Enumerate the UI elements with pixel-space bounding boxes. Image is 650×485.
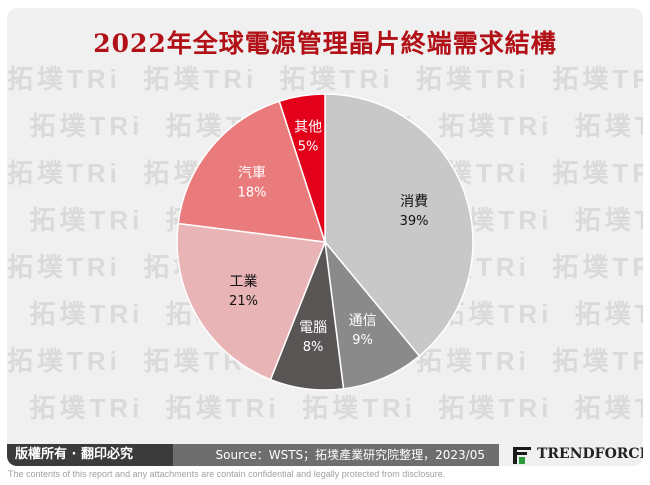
slice-value-2: 8% bbox=[303, 340, 324, 355]
slice-label-2: 電腦 bbox=[299, 320, 327, 336]
slice-value-4: 18% bbox=[238, 186, 267, 201]
logo-wordmark: TRENDFORCE bbox=[537, 446, 643, 462]
source-note: Source：WSTS；拓墣產業研究院整理，2023/05 bbox=[173, 444, 499, 466]
footer-bar: 版權所有 · 翻印必究 Source：WSTS；拓墣產業研究院整理，2023/0… bbox=[7, 444, 643, 466]
pie-slice-5 bbox=[278, 93, 326, 243]
slice-label-4: 汽車 bbox=[238, 165, 266, 182]
trendforce-logo-icon bbox=[513, 447, 531, 464]
slice-label-3: 工業 bbox=[230, 274, 258, 290]
slice-value-1: 9% bbox=[352, 333, 373, 348]
slice-label-0: 消費 bbox=[400, 194, 428, 210]
pie-slice-0 bbox=[324, 93, 474, 358]
slice-label-1: 通信 bbox=[349, 313, 377, 329]
disclaimer-text: The contents of this report and any atta… bbox=[8, 469, 446, 479]
pie-slice-1 bbox=[323, 239, 421, 390]
slice-value-0: 39% bbox=[400, 214, 429, 229]
copyright-notice: 版權所有 · 翻印必究 bbox=[7, 444, 173, 466]
pie-slice-4 bbox=[177, 100, 327, 243]
slice-value-3: 21% bbox=[229, 294, 258, 309]
chart-title: 2022年全球電源管理晶片終端需求結構 bbox=[93, 29, 557, 58]
pie-slice-3 bbox=[176, 222, 327, 381]
slice-label-5: 其他 bbox=[294, 119, 322, 135]
trendforce-logo: TRENDFORCE bbox=[507, 444, 643, 466]
slice-value-5: 5% bbox=[298, 139, 319, 154]
pie-chart: 消費 39% 通信 9% 電腦 8% 工業 21% 汽車 18% 其他 5% bbox=[176, 93, 474, 391]
chart-panel: 拓墣TRi 拓墣TRi 拓墣TRi 拓墣TRi 拓墣TRi 拓墣TRi 拓墣TR… bbox=[7, 8, 643, 466]
